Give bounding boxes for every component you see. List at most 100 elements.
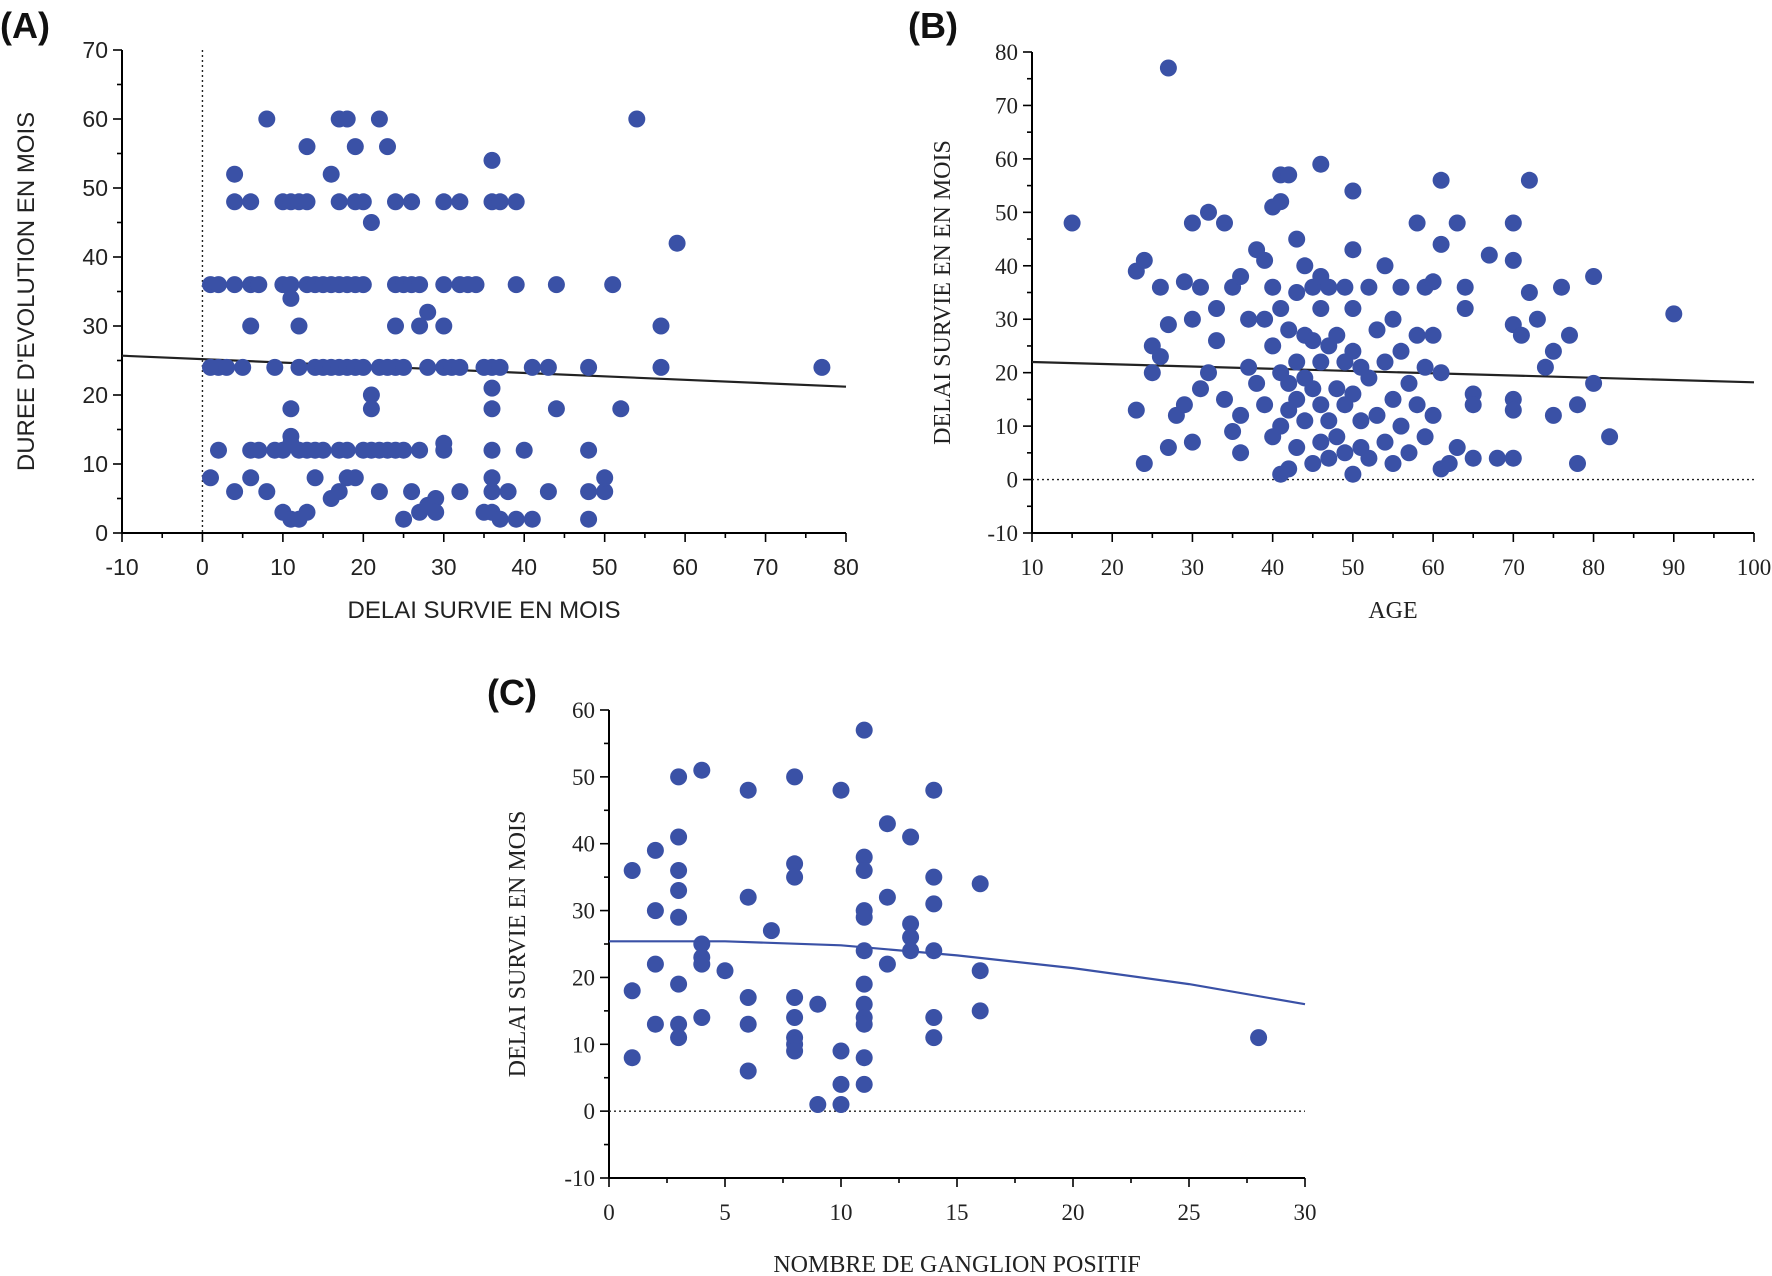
data-point	[1432, 171, 1450, 189]
data-point	[290, 358, 308, 376]
y-axis-title: DELAI SURVIE EN EN MOIS	[930, 140, 956, 445]
data-point	[1424, 273, 1442, 291]
x-tick-label: 60	[1422, 555, 1445, 580]
data-point	[925, 781, 943, 799]
data-point	[1392, 342, 1410, 360]
data-point	[515, 441, 533, 459]
data-point	[1304, 455, 1322, 472]
y-tick-label: 80	[995, 40, 1018, 65]
data-point	[419, 303, 437, 321]
data-point	[1544, 406, 1562, 424]
data-point	[1456, 300, 1474, 317]
data-point	[925, 868, 943, 886]
x-tick-label: 5	[719, 1200, 731, 1225]
data-point	[809, 1096, 827, 1113]
data-point	[580, 483, 598, 501]
data-point	[1601, 428, 1619, 446]
x-tick-label: 50	[1341, 555, 1364, 580]
y-tick-label: 70	[82, 37, 108, 63]
data-point	[1512, 326, 1530, 344]
data-point	[1312, 300, 1330, 317]
data-point	[379, 138, 396, 156]
data-point	[483, 469, 501, 487]
data-point	[1544, 342, 1562, 360]
y-axis-title: DELAI SURVIE EN MOIS	[505, 811, 531, 1078]
data-point	[218, 358, 236, 376]
y-tick-label: 30	[572, 899, 595, 924]
data-point	[855, 848, 873, 866]
data-point	[1536, 358, 1554, 376]
data-point	[1312, 433, 1330, 451]
data-point	[1392, 278, 1410, 296]
data-point	[298, 138, 316, 156]
data-point	[451, 193, 469, 211]
x-tick-label: 100	[1737, 555, 1772, 580]
data-point	[739, 888, 757, 906]
data-point	[878, 955, 896, 973]
data-point	[483, 483, 501, 501]
data-point	[258, 483, 276, 501]
data-point	[1480, 246, 1498, 264]
data-point	[1448, 439, 1466, 456]
data-point	[693, 955, 711, 973]
data-point	[580, 358, 598, 376]
data-point	[483, 400, 501, 418]
data-point	[1360, 369, 1378, 387]
data-point	[507, 193, 525, 211]
data-point	[1520, 171, 1538, 189]
x-tick-label: 30	[1181, 555, 1204, 580]
data-point	[1280, 374, 1298, 392]
data-point	[467, 276, 485, 294]
panel-label: (C)	[487, 672, 537, 713]
data-point	[878, 888, 896, 906]
x-tick-label: 0	[603, 1200, 615, 1225]
data-point	[652, 317, 670, 335]
data-point	[1384, 310, 1402, 328]
data-point	[1216, 214, 1233, 232]
x-tick-label: 70	[1502, 555, 1525, 580]
data-point	[786, 1042, 804, 1060]
data-point	[1288, 284, 1306, 301]
x-tick-label: 20	[1062, 1200, 1085, 1225]
x-tick-label: -10	[105, 554, 138, 580]
x-tick-label: 60	[672, 554, 698, 580]
data-point	[1320, 278, 1338, 296]
data-point	[1344, 300, 1362, 317]
data-point	[1528, 310, 1546, 328]
data-point	[435, 434, 453, 452]
data-point	[1288, 230, 1306, 248]
y-tick-label: 60	[572, 698, 595, 723]
data-point	[435, 276, 453, 294]
data-point	[902, 828, 920, 846]
y-tick-label: 0	[584, 1099, 596, 1124]
data-point	[250, 276, 268, 294]
data-point	[739, 781, 757, 799]
data-point	[491, 193, 509, 211]
data-point	[832, 1042, 850, 1060]
data-point	[1151, 278, 1169, 296]
data-point	[547, 276, 565, 294]
data-point	[670, 975, 688, 993]
data-point	[539, 483, 557, 501]
data-point	[739, 1062, 757, 1080]
x-tick-label: 80	[833, 554, 859, 580]
data-point	[1585, 374, 1603, 392]
x-tick-label: 20	[351, 554, 377, 580]
data-point	[1280, 321, 1298, 339]
data-point	[370, 110, 388, 128]
data-point	[1569, 396, 1586, 414]
data-point	[306, 469, 324, 487]
data-point	[1328, 380, 1346, 398]
data-point	[646, 955, 664, 973]
data-point	[1312, 155, 1330, 173]
data-point	[1200, 203, 1217, 221]
data-point	[1240, 310, 1258, 328]
data-point	[547, 400, 565, 418]
data-point	[878, 815, 896, 833]
data-point	[242, 469, 260, 487]
data-point	[1304, 380, 1322, 398]
data-point	[1561, 326, 1578, 344]
data-point	[483, 151, 501, 169]
trend-line	[1031, 360, 1755, 384]
data-point	[809, 995, 827, 1013]
